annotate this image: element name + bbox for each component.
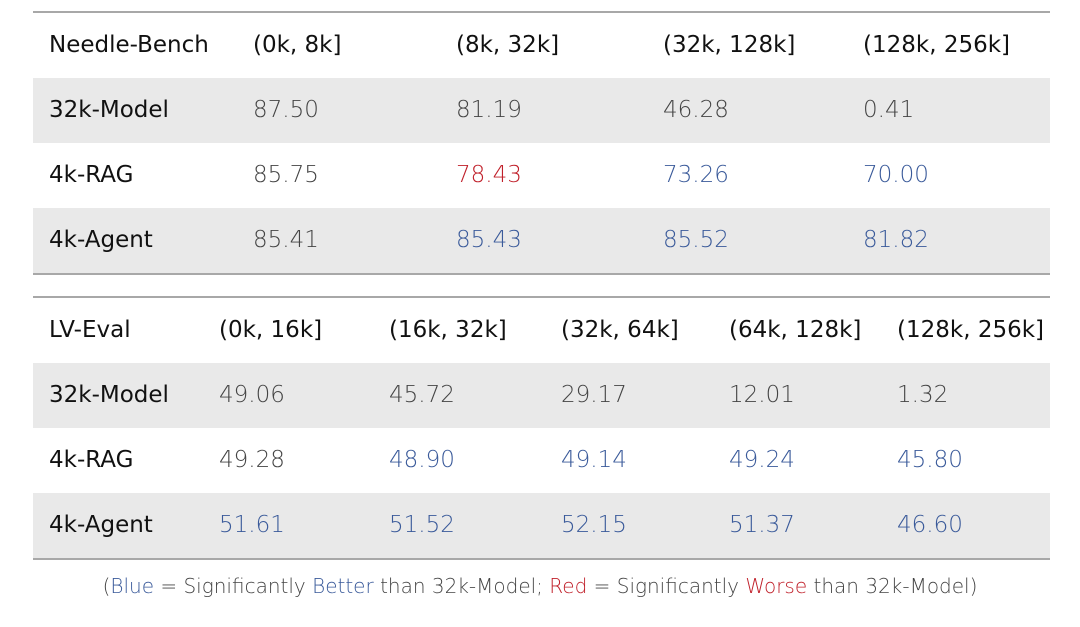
header-cell: (128k, 256k]: [863, 32, 1011, 58]
data-cell: 52.15: [561, 512, 627, 538]
table-top-rule: [33, 11, 1050, 13]
data-cell: 85.43: [456, 227, 522, 253]
legend-blue-word: Blue: [110, 574, 155, 598]
table-header-row: LV-Eval (0k, 16k] (16k, 32k] (32k, 64k] …: [33, 298, 1050, 363]
data-cell: 46.28: [663, 97, 729, 123]
data-cell: 49.14: [561, 447, 627, 473]
table-header-row: Needle-Bench (0k, 8k] (8k, 32k] (32k, 12…: [33, 13, 1050, 78]
data-cell: 85.75: [253, 162, 319, 188]
table-row: 4k-Agent 51.61 51.52 52.15 51.37 46.60: [33, 493, 1050, 558]
row-label: 4k-RAG: [49, 447, 134, 473]
header-cell: (8k, 32k]: [456, 32, 560, 58]
data-cell: 48.90: [389, 447, 455, 473]
data-cell: 81.19: [456, 97, 522, 123]
legend-text: = Significantly: [587, 574, 746, 598]
legend-better-word: Better: [312, 574, 374, 598]
header-cell: (16k, 32k]: [389, 317, 507, 343]
header-cell: (128k, 256k]: [897, 317, 1045, 343]
data-cell: 1.32: [897, 382, 949, 408]
table-bottom-rule: [33, 273, 1050, 275]
data-cell: 29.17: [561, 382, 627, 408]
table-row: 32k-Model 49.06 45.72 29.17 12.01 1.32: [33, 363, 1050, 428]
data-cell: 81.82: [863, 227, 929, 253]
data-cell: 46.60: [897, 512, 963, 538]
legend-red-word: Red: [549, 574, 588, 598]
table-bottom-rule: [33, 558, 1050, 560]
data-cell: 70.00: [863, 162, 929, 188]
row-label: 4k-Agent: [49, 227, 153, 253]
table-row: 4k-Agent 85.41 85.43 85.52 81.82: [33, 208, 1050, 273]
data-cell: 51.52: [389, 512, 455, 538]
row-label: 32k-Model: [49, 382, 169, 408]
data-cell: 0.41: [863, 97, 915, 123]
data-cell: 51.37: [729, 512, 795, 538]
data-cell: 45.80: [897, 447, 963, 473]
legend-paren: (: [102, 574, 111, 598]
data-cell: 87.50: [253, 97, 319, 123]
row-label: 4k-RAG: [49, 162, 134, 188]
row-label: 4k-Agent: [49, 512, 153, 538]
row-label: 32k-Model: [49, 97, 169, 123]
header-cell: (64k, 128k]: [729, 317, 862, 343]
table-row: 32k-Model 87.50 81.19 46.28 0.41: [33, 78, 1050, 143]
data-cell: 85.41: [253, 227, 319, 253]
header-cell: (32k, 128k]: [663, 32, 796, 58]
data-cell: 51.61: [219, 512, 285, 538]
needle-bench-table: Needle-Bench (0k, 8k] (8k, 32k] (32k, 12…: [33, 11, 1050, 275]
lv-eval-table: LV-Eval (0k, 16k] (16k, 32k] (32k, 64k] …: [33, 296, 1050, 560]
header-cell: (32k, 64k]: [561, 317, 679, 343]
data-cell: 12.01: [729, 382, 795, 408]
data-cell: 49.24: [729, 447, 795, 473]
header-cell: (0k, 16k]: [219, 317, 323, 343]
header-cell: Needle-Bench: [49, 32, 209, 58]
header-cell: (0k, 8k]: [253, 32, 342, 58]
table-top-rule: [33, 296, 1050, 298]
data-cell: 49.28: [219, 447, 285, 473]
data-cell: 85.52: [663, 227, 729, 253]
data-cell: 45.72: [389, 382, 455, 408]
legend-text: = Significantly: [154, 574, 313, 598]
header-cell: LV-Eval: [49, 317, 131, 343]
table-row: 4k-RAG 85.75 78.43 73.26 70.00: [33, 143, 1050, 208]
data-cell: 73.26: [663, 162, 729, 188]
legend-worse-word: Worse: [745, 574, 808, 598]
table-row: 4k-RAG 49.28 48.90 49.14 49.24 45.80: [33, 428, 1050, 493]
data-cell: 78.43: [456, 162, 522, 188]
legend-text: than 32k-Model): [807, 574, 978, 598]
data-cell: 49.06: [219, 382, 285, 408]
legend-text: than 32k-Model;: [373, 574, 550, 598]
color-legend-note: (Blue = Significantly Better than 32k-Mo…: [0, 574, 1080, 598]
